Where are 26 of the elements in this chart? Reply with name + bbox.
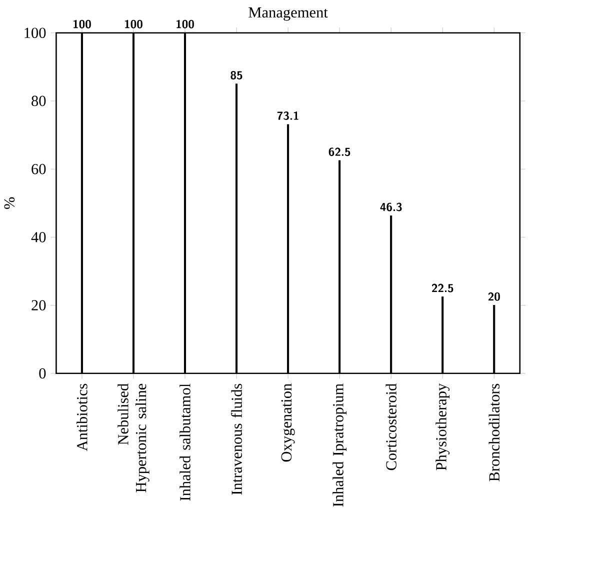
y-tick-label: 100 (24, 28, 46, 38)
x-tick-label: Physiotherapy (436, 384, 450, 471)
y-tick-label: 80 (32, 96, 46, 106)
y-axis-title: % (4, 198, 15, 210)
data-label: 22.5 (432, 284, 454, 293)
y-tick-label: 20 (32, 300, 46, 311)
chart-title: Management (248, 8, 328, 21)
data-label: 20 (488, 292, 500, 302)
y-tick-label: 0 (39, 368, 46, 379)
x-tick-label: Antibiotics (76, 384, 88, 452)
y-tick-label: 40 (31, 232, 46, 243)
data-label: 100 (73, 20, 91, 29)
x-tick-label: Inhaled salbutamol (180, 384, 190, 501)
data-label: 73.1 (277, 112, 298, 120)
data-label: 100 (124, 20, 142, 29)
y-tick-label: 60 (32, 164, 46, 174)
x-tick-label: Oxygenation (281, 384, 295, 462)
data-label: 100 (176, 20, 194, 29)
x-tick-label: Bronchodilators (488, 384, 500, 482)
data-label: 85 (230, 71, 242, 80)
x-tick-label: Nebulised Hypertonic saline (118, 384, 150, 493)
x-tick-label: Intravenous fluids (231, 384, 242, 496)
data-label: 62.5 (328, 148, 350, 156)
x-tick-label: Corticosteroid (386, 384, 396, 470)
data-label: 46.3 (380, 203, 402, 212)
x-tick-label: Inhaled Ipratropium (332, 384, 346, 507)
